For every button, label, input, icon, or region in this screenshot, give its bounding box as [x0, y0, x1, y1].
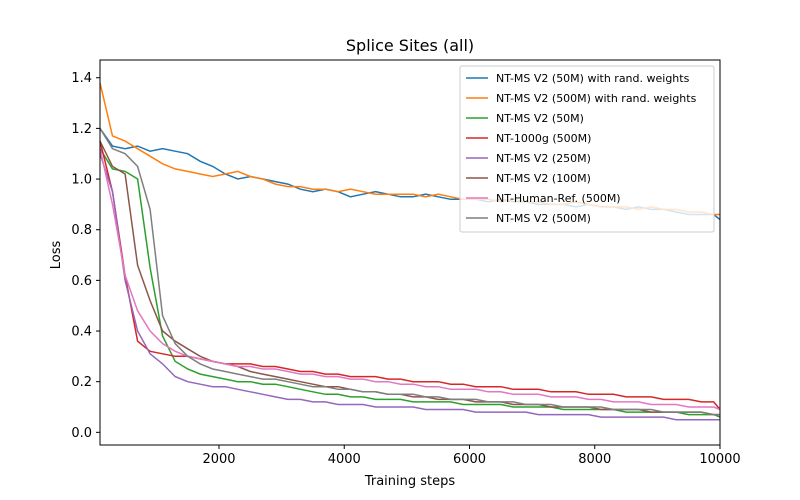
y-tick-label: 0.2 [71, 375, 92, 390]
x-tick-label: 8000 [578, 452, 611, 467]
legend-label-4: NT-MS V2 (250M) [496, 152, 591, 165]
x-tick-label: 10000 [699, 452, 740, 467]
chart-title: Splice Sites (all) [346, 36, 474, 55]
plot-frame [99, 59, 721, 446]
y-tick-label: 0.4 [71, 325, 92, 340]
y-axis-ticks: 0.0 0.2 0.4 0.6 0.8 1.0 1.2 1.4 [71, 71, 100, 441]
legend-label-6: NT-Human-Ref. (500M) [496, 192, 621, 205]
legend-label-5: NT-MS V2 (100M) [496, 172, 591, 185]
series-line-2 [99, 148, 721, 418]
y-tick-label: 1.2 [71, 122, 92, 137]
x-axis-ticks: 2000 4000 6000 8000 10000 [202, 445, 741, 467]
y-tick-label: 1.0 [71, 173, 92, 188]
legend-label-3: NT-1000g (500M) [496, 132, 591, 145]
x-tick-label: 4000 [328, 452, 361, 467]
x-axis-label: Training steps [364, 474, 456, 489]
legend-label-0: NT-MS V2 (50M) with rand. weights [496, 72, 690, 85]
y-tick-label: 0.6 [71, 274, 92, 289]
legend: NT-MS V2 (50M) with rand. weights NT-MS V… [459, 65, 715, 233]
legend-label-2: NT-MS V2 (50M) [496, 112, 584, 125]
legend-box [459, 65, 715, 233]
legend-label-1: NT-MS V2 (500M) with rand. weights [496, 92, 697, 105]
series-line-7 [99, 128, 720, 416]
legend-label-7: NT-MS V2 (500M) [496, 212, 591, 225]
plot-lines [99, 82, 721, 421]
series-line-4 [99, 153, 720, 421]
y-tick-label: 0.0 [71, 426, 92, 441]
x-tick-label: 2000 [202, 452, 235, 467]
x-tick-label: 6000 [453, 452, 486, 467]
series-line-6 [99, 148, 721, 411]
y-axis-label: Loss [49, 241, 64, 270]
y-tick-label: 1.4 [71, 71, 92, 86]
y-tick-label: 0.8 [71, 223, 92, 238]
